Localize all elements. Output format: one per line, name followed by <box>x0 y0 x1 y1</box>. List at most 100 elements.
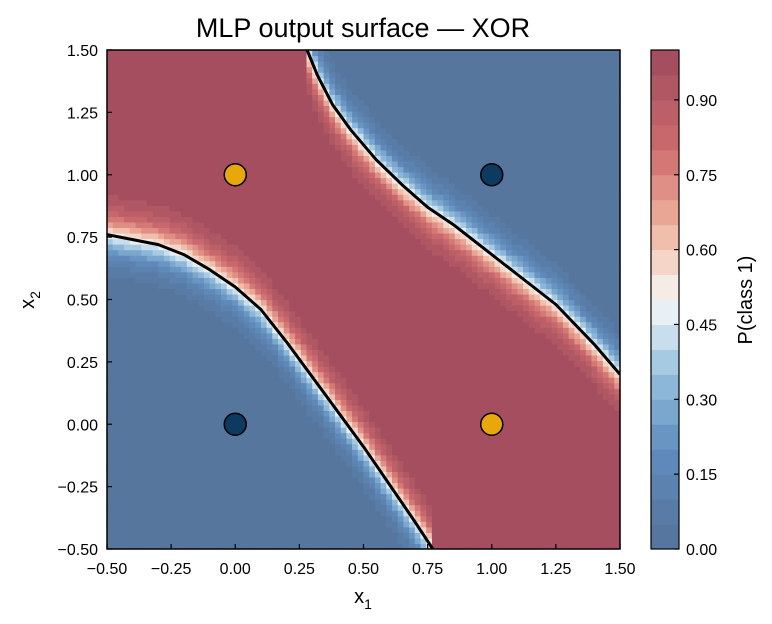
heatmap-cell <box>135 488 142 495</box>
heatmap-cell <box>323 210 330 217</box>
heatmap-cell <box>175 105 182 112</box>
heatmap-cell <box>175 110 182 118</box>
heatmap-cell <box>260 366 268 373</box>
heatmap-cell <box>243 488 251 495</box>
heatmap-cell <box>186 438 194 445</box>
chart-title: MLP output surface — XOR <box>196 13 530 43</box>
heatmap-cell <box>323 316 330 323</box>
heatmap-cell <box>386 66 393 73</box>
heatmap-cell <box>374 321 382 328</box>
heatmap-cell <box>266 321 273 328</box>
heatmap-cell <box>158 382 165 389</box>
heatmap-cell <box>357 493 365 500</box>
heatmap-cell <box>306 66 313 73</box>
heatmap-cell <box>192 144 199 151</box>
heatmap-cell <box>146 266 154 273</box>
heatmap-cell <box>169 316 176 323</box>
heatmap-cell <box>129 404 137 411</box>
heatmap-cell <box>112 299 119 306</box>
heatmap-cell <box>392 149 399 156</box>
heatmap-cell <box>107 255 114 262</box>
heatmap-cell <box>221 338 228 345</box>
heatmap-cell <box>124 327 131 334</box>
heatmap-cell <box>118 343 125 350</box>
heatmap-cell <box>221 205 228 212</box>
heatmap-cell <box>198 476 205 484</box>
heatmap-cell <box>306 144 313 151</box>
heatmap-cell <box>164 488 171 495</box>
heatmap-cell <box>243 543 251 549</box>
heatmap-cell <box>346 183 353 190</box>
heatmap-cell <box>380 77 387 84</box>
heatmap-cell <box>329 55 336 62</box>
heatmap-cell <box>289 537 296 545</box>
heatmap-cell <box>169 371 176 378</box>
heatmap-cell <box>397 493 404 500</box>
heatmap-cell <box>420 537 427 545</box>
heatmap-cell <box>317 482 325 489</box>
heatmap-cell <box>386 526 393 533</box>
heatmap-cell <box>386 122 393 129</box>
heatmap-cell <box>386 515 393 522</box>
heatmap-cell <box>221 66 228 73</box>
heatmap-cell <box>283 343 290 350</box>
heatmap-cell <box>192 77 199 84</box>
heatmap-cell <box>266 83 273 90</box>
heatmap-cell <box>392 305 399 312</box>
heatmap-cell <box>340 266 347 273</box>
heatmap-cell <box>323 476 330 484</box>
heatmap-cell <box>146 482 154 489</box>
heatmap-cell <box>215 66 222 73</box>
heatmap-cell <box>107 377 114 384</box>
heatmap-cell <box>346 410 353 417</box>
heatmap-cell <box>283 138 290 145</box>
heatmap-cell <box>141 232 148 240</box>
heatmap-cell <box>164 88 171 95</box>
heatmap-cell <box>300 144 308 151</box>
heatmap-cell <box>266 282 273 290</box>
heatmap-cell <box>152 443 159 450</box>
heatmap-cell <box>374 83 382 90</box>
heatmap-cell <box>203 537 211 545</box>
heatmap-cell <box>272 105 279 112</box>
heatmap-cell <box>152 349 159 356</box>
heatmap-cell <box>232 116 239 123</box>
heatmap-cell <box>198 460 205 467</box>
heatmap-cell <box>169 160 176 168</box>
heatmap-cell <box>215 299 222 306</box>
heatmap-cell <box>169 482 176 489</box>
heatmap-cell <box>392 438 399 445</box>
heatmap-cell <box>146 410 154 417</box>
heatmap-cell <box>226 354 233 362</box>
heatmap-cell <box>374 232 382 240</box>
heatmap-cell <box>226 249 233 256</box>
heatmap-cell <box>141 160 148 168</box>
heatmap-cell <box>397 305 404 312</box>
heatmap-cell <box>181 166 188 173</box>
heatmap-cell <box>352 421 359 428</box>
heatmap-cell <box>146 77 154 84</box>
heatmap-cell <box>249 371 256 378</box>
heatmap-cell <box>283 116 290 123</box>
heatmap-cell <box>175 221 182 229</box>
heatmap-cell <box>357 171 365 179</box>
heatmap-cell <box>329 299 336 306</box>
heatmap-cell <box>278 149 285 156</box>
heatmap-cell <box>192 260 199 267</box>
heatmap-cell <box>346 171 353 179</box>
heatmap-cell <box>357 360 365 367</box>
heatmap-cell <box>295 77 302 84</box>
heatmap-cell <box>300 393 308 400</box>
heatmap-cell <box>278 521 285 528</box>
heatmap-cell <box>283 510 290 517</box>
heatmap-cell <box>397 504 404 511</box>
heatmap-cell <box>243 271 251 278</box>
heatmap-cell <box>181 188 188 195</box>
heatmap-cell <box>152 305 159 312</box>
heatmap-cell <box>238 321 245 328</box>
heatmap-cell <box>141 465 148 472</box>
heatmap-cell <box>300 299 308 306</box>
heatmap-cell <box>232 72 239 79</box>
heatmap-cell <box>198 366 205 373</box>
heatmap-cell <box>289 77 296 84</box>
